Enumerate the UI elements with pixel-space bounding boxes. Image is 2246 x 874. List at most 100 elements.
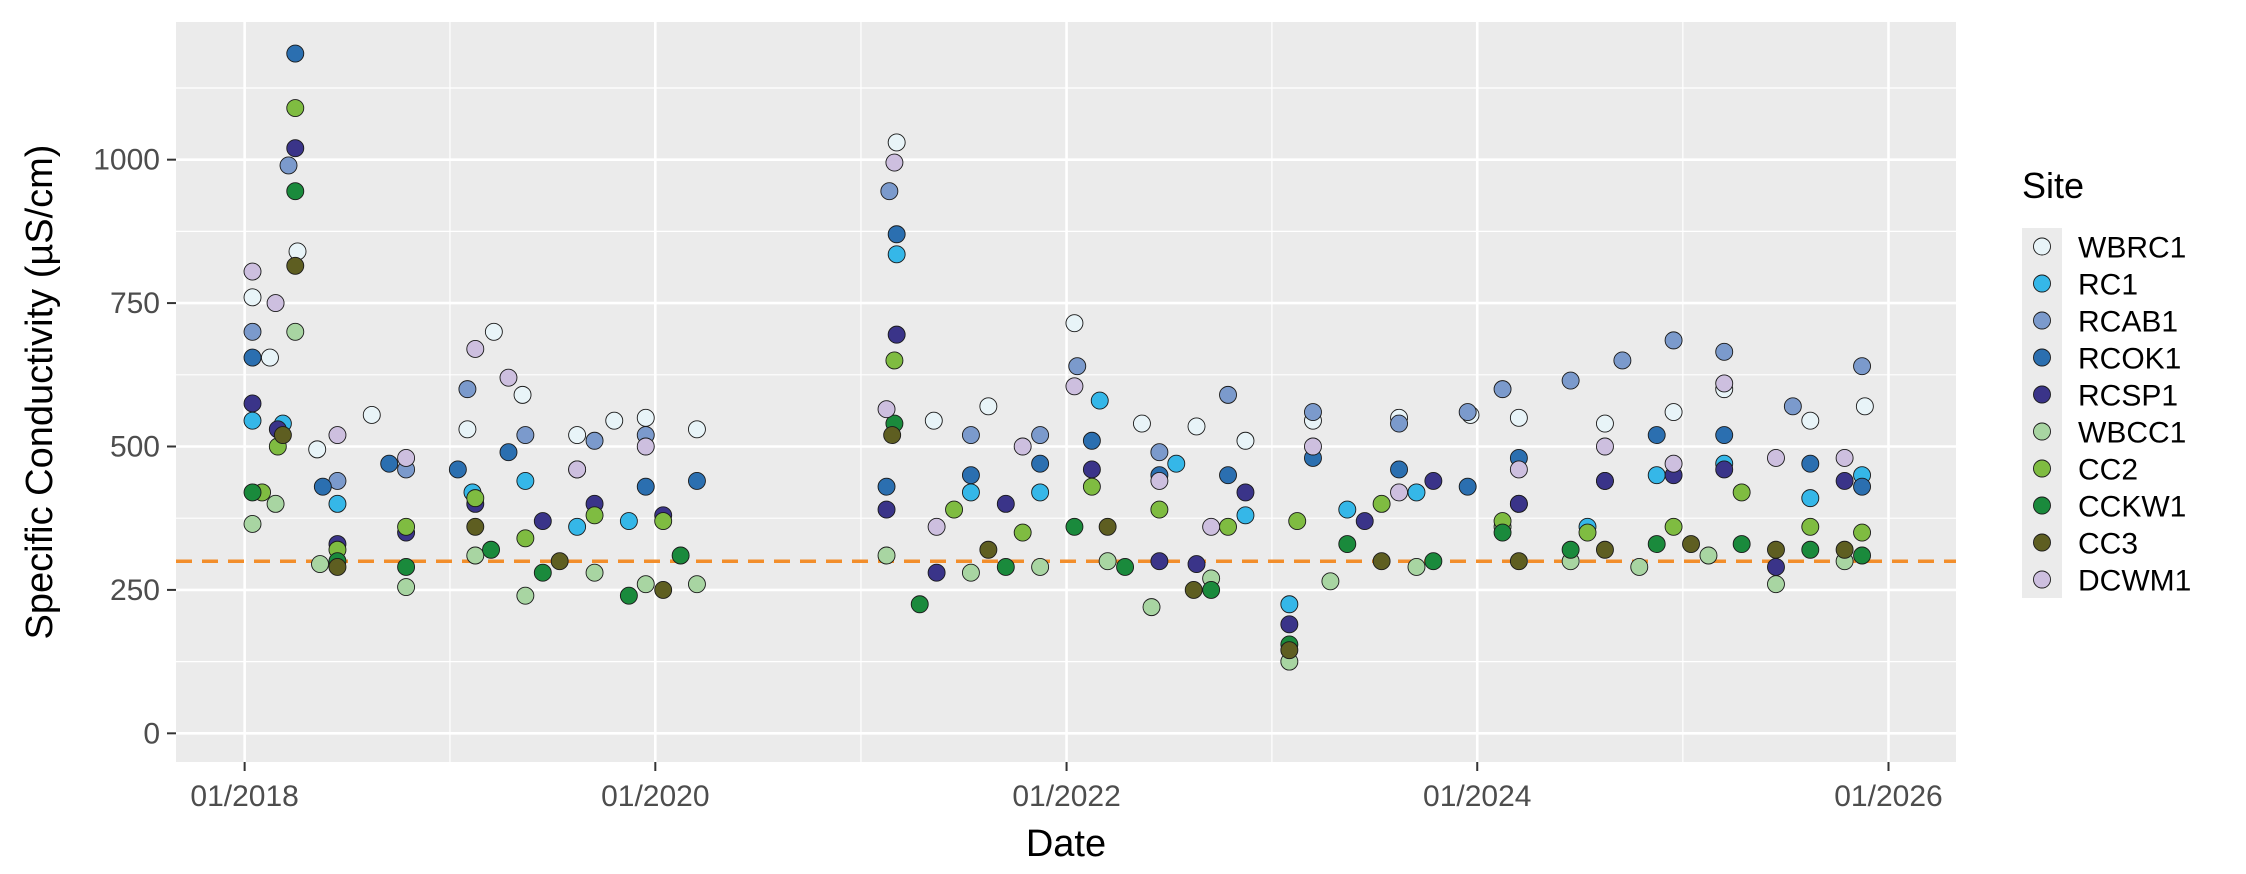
grid-major (176, 22, 1956, 762)
data-point (1082, 477, 1101, 496)
x-tick-label: 01/2018 (190, 780, 298, 813)
data-point (877, 546, 896, 565)
data-point (1509, 408, 1528, 427)
legend-label: WBCC1 (2078, 417, 2186, 450)
data-point (1031, 426, 1050, 444)
data-point (1082, 431, 1101, 450)
data-point (1509, 552, 1528, 571)
data-point (448, 460, 467, 479)
data-point (1801, 489, 1820, 508)
data-point (979, 397, 998, 416)
x-tick-label: 01/2026 (1834, 780, 1942, 813)
data-point (1578, 523, 1597, 542)
x-axis-title: Date (1026, 823, 1106, 865)
legend-label: RCSP1 (2078, 380, 2178, 413)
data-point (1236, 506, 1255, 525)
data-point (654, 512, 673, 531)
legend-label: DCWM1 (2078, 565, 2191, 598)
data-point (1664, 331, 1683, 350)
legend-key (2033, 496, 2051, 515)
data-point (286, 256, 305, 275)
data-point (1338, 535, 1357, 553)
data-point (671, 546, 690, 565)
series-dcwm1 (243, 153, 1854, 536)
data-point (1090, 391, 1109, 410)
legend-key (2033, 237, 2051, 256)
data-point (243, 348, 262, 367)
data-point (1031, 454, 1050, 473)
data-point (636, 408, 655, 427)
data-point (636, 575, 655, 594)
data-point (1184, 580, 1203, 599)
data-point (1424, 471, 1443, 490)
data-point (533, 512, 552, 531)
data-point (1767, 558, 1785, 576)
series-rc1 (243, 245, 1871, 614)
data-point (687, 471, 706, 490)
data-point (1732, 535, 1751, 553)
data-point (636, 437, 655, 456)
data-point (328, 426, 347, 444)
data-point (516, 529, 535, 548)
data-point (568, 426, 587, 444)
data-point (1082, 460, 1101, 479)
data-point (1236, 483, 1255, 502)
data-point (877, 400, 896, 419)
series-cc3 (273, 256, 1854, 660)
data-point (927, 563, 946, 582)
x-tick-label: 01/2024 (1423, 780, 1531, 813)
data-point (243, 483, 262, 502)
data-point (1116, 558, 1135, 576)
data-point (243, 514, 262, 533)
data-point (1150, 500, 1169, 519)
data-point (1280, 641, 1299, 660)
data-point (1835, 471, 1854, 490)
data-point (887, 245, 906, 264)
data-point (1630, 558, 1649, 576)
data-point (1699, 546, 1718, 565)
data-point (636, 477, 655, 496)
data-point (1853, 546, 1871, 565)
data-point (961, 483, 980, 502)
data-point (619, 586, 638, 605)
data-point (1853, 523, 1871, 542)
data-point (910, 595, 929, 614)
data-point (243, 394, 262, 413)
y-axis-title: Specific Conductivity (µS/cm) (19, 145, 61, 640)
data-point (1801, 517, 1820, 536)
data-point (1647, 466, 1666, 485)
data-point (533, 563, 552, 582)
legend-label: RCAB1 (2078, 306, 2178, 339)
data-point (1288, 512, 1307, 531)
data-point (1338, 500, 1357, 519)
legend-key (2033, 311, 2051, 330)
data-point (1280, 615, 1299, 634)
data-point (1835, 449, 1854, 467)
data-point (1801, 454, 1820, 473)
data-point (1321, 572, 1340, 591)
data-point (516, 426, 535, 444)
data-point (466, 517, 485, 536)
data-point (885, 351, 904, 370)
data-point (261, 348, 279, 367)
data-point (1065, 314, 1084, 333)
data-point (1150, 552, 1169, 571)
data-point (499, 368, 518, 387)
legend-key (2033, 348, 2051, 367)
data-point (1372, 552, 1391, 571)
data-point (243, 322, 262, 341)
data-point (1647, 426, 1666, 444)
data-point (308, 440, 327, 459)
data-point (927, 517, 946, 536)
data-point (1596, 437, 1614, 456)
legend-key (2033, 533, 2051, 552)
legend: Site WBRC1 RC1 RCAB1 RCOK1 RCSP1 WBCC1 CC2 CCKW… (2022, 165, 2191, 598)
data-point (1664, 454, 1683, 473)
data-point (1202, 517, 1221, 536)
data-point (605, 411, 624, 430)
data-point (1372, 494, 1391, 513)
data-point (1150, 443, 1169, 462)
data-point (328, 494, 347, 513)
series-wbcc1 (243, 322, 1854, 671)
